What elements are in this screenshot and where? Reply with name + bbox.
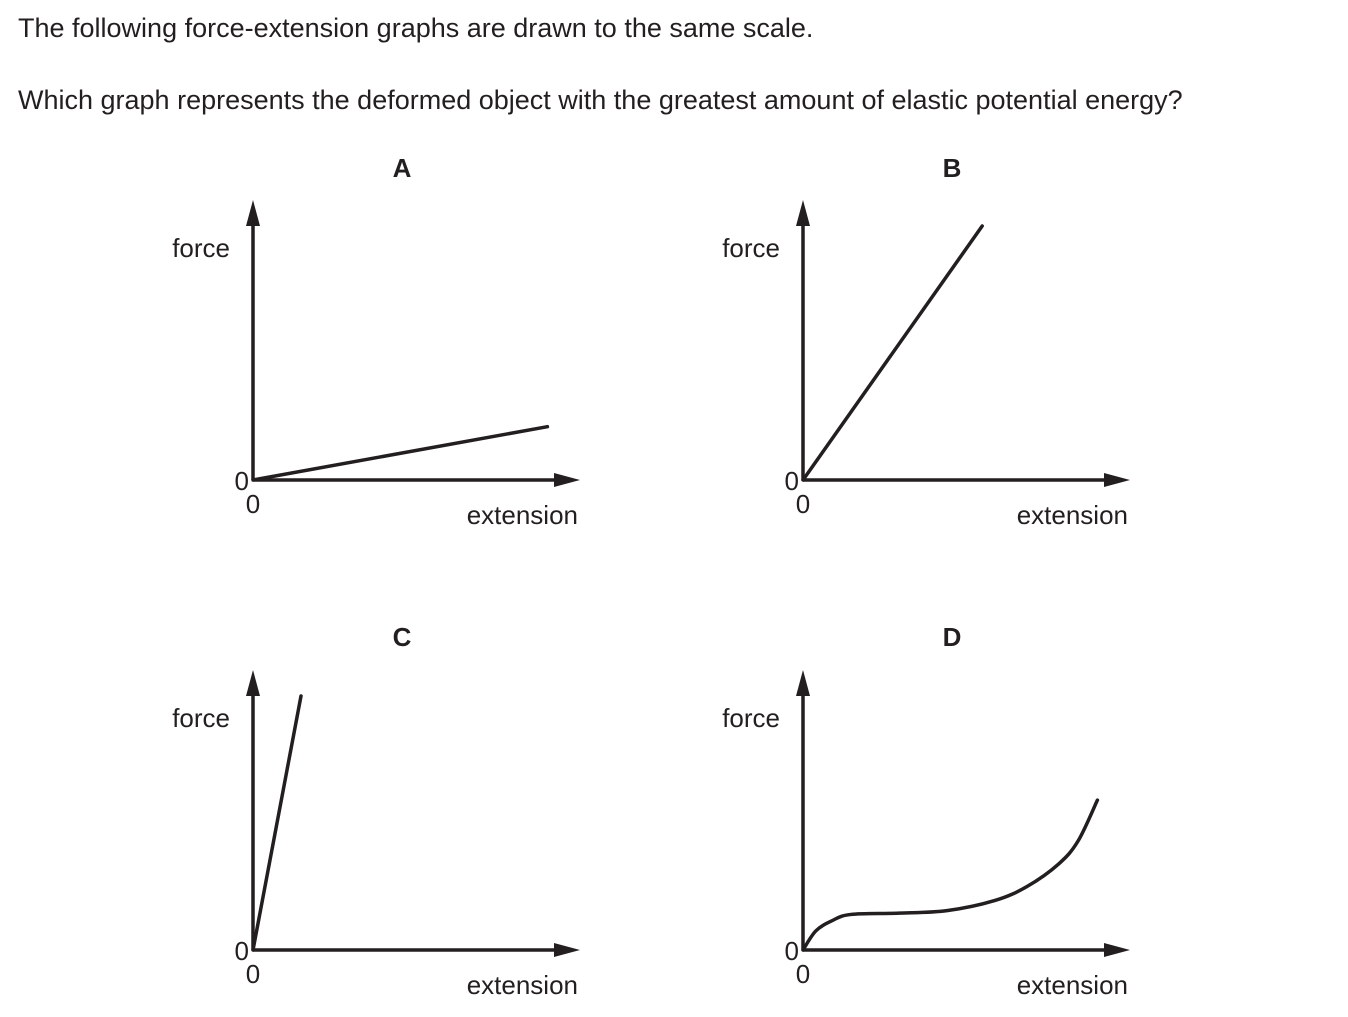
question-line-1: The following force-extension graphs are… — [18, 13, 814, 43]
x-axis-arrowhead — [554, 943, 580, 957]
y-axis-arrowhead — [246, 200, 260, 226]
graph-a-title: A — [393, 153, 412, 183]
x-tick-label-0: 0 — [246, 489, 260, 519]
x-axis-arrowhead — [1104, 473, 1130, 487]
x-axis-label: extension — [1017, 500, 1128, 530]
x-tick-label-0: 0 — [796, 489, 810, 519]
graph-b-title: B — [943, 153, 962, 183]
x-axis-label: extension — [467, 970, 578, 1000]
x-axis-arrowhead — [1104, 943, 1130, 957]
y-axis-arrowhead — [796, 200, 810, 226]
y-tick-label-0: 0 — [235, 466, 249, 496]
y-axis-label: force — [172, 233, 230, 263]
question-line-2: Which graph represents the deformed obje… — [18, 85, 1183, 115]
y-axis-label: force — [722, 703, 780, 733]
graph-a-series-line — [251, 424, 550, 482]
x-tick-label-0: 0 — [796, 959, 810, 989]
x-axis-label: extension — [1017, 970, 1128, 1000]
y-axis-arrowhead — [246, 670, 260, 696]
y-axis-arrowhead — [796, 670, 810, 696]
graph-d-title: D — [943, 622, 962, 652]
graph-b-series-line — [801, 224, 984, 482]
y-axis-label: force — [172, 703, 230, 733]
graph-c-title: C — [393, 622, 412, 652]
y-tick-label-0: 0 — [785, 466, 799, 496]
graph-d-series-line — [801, 798, 1100, 952]
x-axis-label: extension — [467, 500, 578, 530]
x-tick-label-0: 0 — [246, 959, 260, 989]
x-axis-arrowhead — [554, 473, 580, 487]
y-tick-label-0: 0 — [235, 936, 249, 966]
graph-c-series-line — [251, 694, 303, 952]
y-axis-label: force — [722, 233, 780, 263]
y-tick-label-0: 0 — [785, 936, 799, 966]
